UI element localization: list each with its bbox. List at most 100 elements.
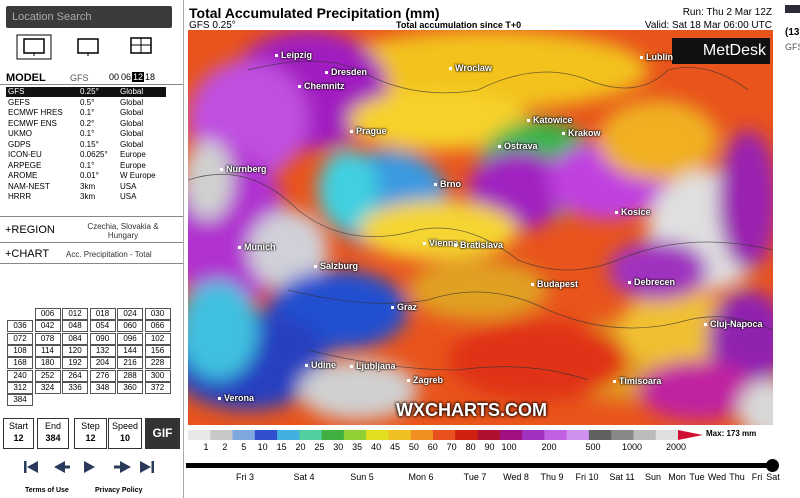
first-button[interactable] [24,461,27,473]
step-button[interactable]: 006 [34,308,61,320]
model-row[interactable]: ARPEGE 0.1° Europe [6,161,166,171]
step-button[interactable]: 348 [89,381,116,394]
region-label[interactable]: +REGION [5,224,55,236]
run-option[interactable]: 12 [132,72,145,82]
step-button[interactable]: 108 [7,344,33,357]
step-button[interactable]: 276 [89,369,116,382]
prev-button[interactable] [54,461,65,473]
model-row[interactable]: ECMWF HRES 0.1° Global [6,108,166,118]
timeline-day[interactable]: Thu 9 [540,472,564,482]
timeline-day[interactable]: Sun 5 [350,472,374,482]
step-button[interactable]: 312 [7,381,33,394]
timeline-day[interactable]: Fri 10 [575,472,599,482]
step-button[interactable]: 090 [89,332,116,345]
play-button[interactable] [84,461,95,473]
step-button[interactable]: 288 [117,369,143,382]
step-button[interactable]: 252 [34,369,61,382]
model-row[interactable]: GFS 0.25° Global [6,87,166,97]
model-cell: GEFS [8,97,30,107]
step-button[interactable]: 048 [62,320,88,333]
chart-value: Acc. Precipitation - Total [66,250,152,259]
step-button[interactable]: 300 [144,369,171,382]
step-button[interactable]: 114 [34,344,61,357]
step-button[interactable]: 336 [62,381,88,394]
next-button[interactable] [120,461,131,473]
layout-selected[interactable] [16,34,52,60]
timeline-bar[interactable] [186,463,772,468]
timeline-day[interactable]: Sat 11 [609,472,635,482]
timeline-day[interactable]: Thu [729,472,745,482]
step-button[interactable]: 204 [89,357,116,370]
step-button[interactable]: 024 [117,308,143,320]
step-button[interactable]: 078 [34,332,61,345]
model-row[interactable]: AROME 0.01° W Europe [6,171,166,181]
model-cell: Global [120,129,144,138]
timeline-day[interactable]: Mon [668,472,686,482]
model-row[interactable]: GDPS 0.15° Global [6,140,166,150]
model-row[interactable]: ICON-EU 0.0625° Europe [6,150,166,160]
step-button[interactable]: 384 [7,394,33,407]
step-button[interactable]: 096 [117,332,143,345]
step-button[interactable]: 324 [34,381,61,394]
timeline-day[interactable]: Wed [707,472,727,482]
timeline-day[interactable]: Sat 4 [293,472,315,482]
timeline-day[interactable]: Sat [766,472,780,482]
terms-link[interactable]: Terms of Use [25,487,69,494]
last-button[interactable] [140,461,151,473]
step-button[interactable]: 264 [62,369,88,382]
timeline-day[interactable]: Wed 8 [503,472,529,482]
step-button[interactable]: 180 [34,357,61,370]
timeline-day[interactable]: Fri 3 [236,472,254,482]
timeline-day[interactable]: Mon 6 [408,472,434,482]
step-button[interactable]: 030 [144,308,171,320]
city-label: Kosice [615,207,651,217]
timeline-day[interactable]: Tue [689,472,705,482]
privacy-link[interactable]: Privacy Policy [95,487,143,494]
step-button[interactable]: 372 [144,381,171,394]
gif-button[interactable]: GIF [145,418,180,449]
run-option[interactable]: 18 [145,72,156,82]
step-button[interactable]: 132 [89,344,116,357]
control-box[interactable]: Speed 10 [108,418,142,449]
city-label: Munich [238,242,276,252]
step-button[interactable]: 084 [62,332,88,345]
model-row[interactable]: UKMO 0.1° Global [6,129,166,139]
step-button[interactable]: 072 [7,332,33,345]
step-button[interactable]: 102 [144,332,171,345]
step-button[interactable]: 036 [7,320,33,333]
step-button[interactable]: 054 [89,320,116,333]
step-button[interactable]: 168 [7,357,33,370]
run-option[interactable]: 06 [121,72,132,82]
step-button[interactable]: 066 [144,320,171,333]
step-button[interactable]: 156 [144,344,171,357]
model-cell: UKMO [8,129,32,138]
step-button[interactable]: 042 [34,320,61,333]
layout-option[interactable] [77,38,99,54]
step-button[interactable]: 060 [117,320,143,333]
step-button[interactable]: 120 [62,344,88,357]
city-label: Nurnberg [220,164,267,174]
step-button[interactable]: 192 [62,357,88,370]
model-row[interactable]: ECMWF ENS 0.2° Global [6,119,166,129]
control-box[interactable]: Start 12 [3,418,34,449]
chart-label[interactable]: +CHART [5,248,50,260]
timeline-day[interactable]: Sun [644,472,661,482]
timeline-day[interactable]: Tue 7 [463,472,487,482]
control-box[interactable]: Step 12 [74,418,107,449]
model-row[interactable]: NAM-NEST 3km USA [6,182,166,192]
control-box[interactable]: End 384 [37,418,69,449]
run-option[interactable]: 00 [109,72,120,82]
search-box[interactable]: Location Search [6,6,172,28]
timeline-day[interactable]: Fri [751,472,763,482]
model-row[interactable]: HRRR 3km USA [6,192,166,202]
step-button[interactable]: 012 [62,308,88,320]
model-row[interactable]: GEFS 0.5° Global [6,98,166,108]
timeline-handle[interactable] [766,459,779,472]
city-label: Timisoara [613,376,661,386]
step-button[interactable]: 240 [7,369,33,382]
step-button[interactable]: 144 [117,344,143,357]
step-button[interactable]: 360 [117,381,143,394]
step-button[interactable]: 018 [89,308,116,320]
step-button[interactable]: 228 [144,357,171,370]
step-button[interactable]: 216 [117,357,143,370]
